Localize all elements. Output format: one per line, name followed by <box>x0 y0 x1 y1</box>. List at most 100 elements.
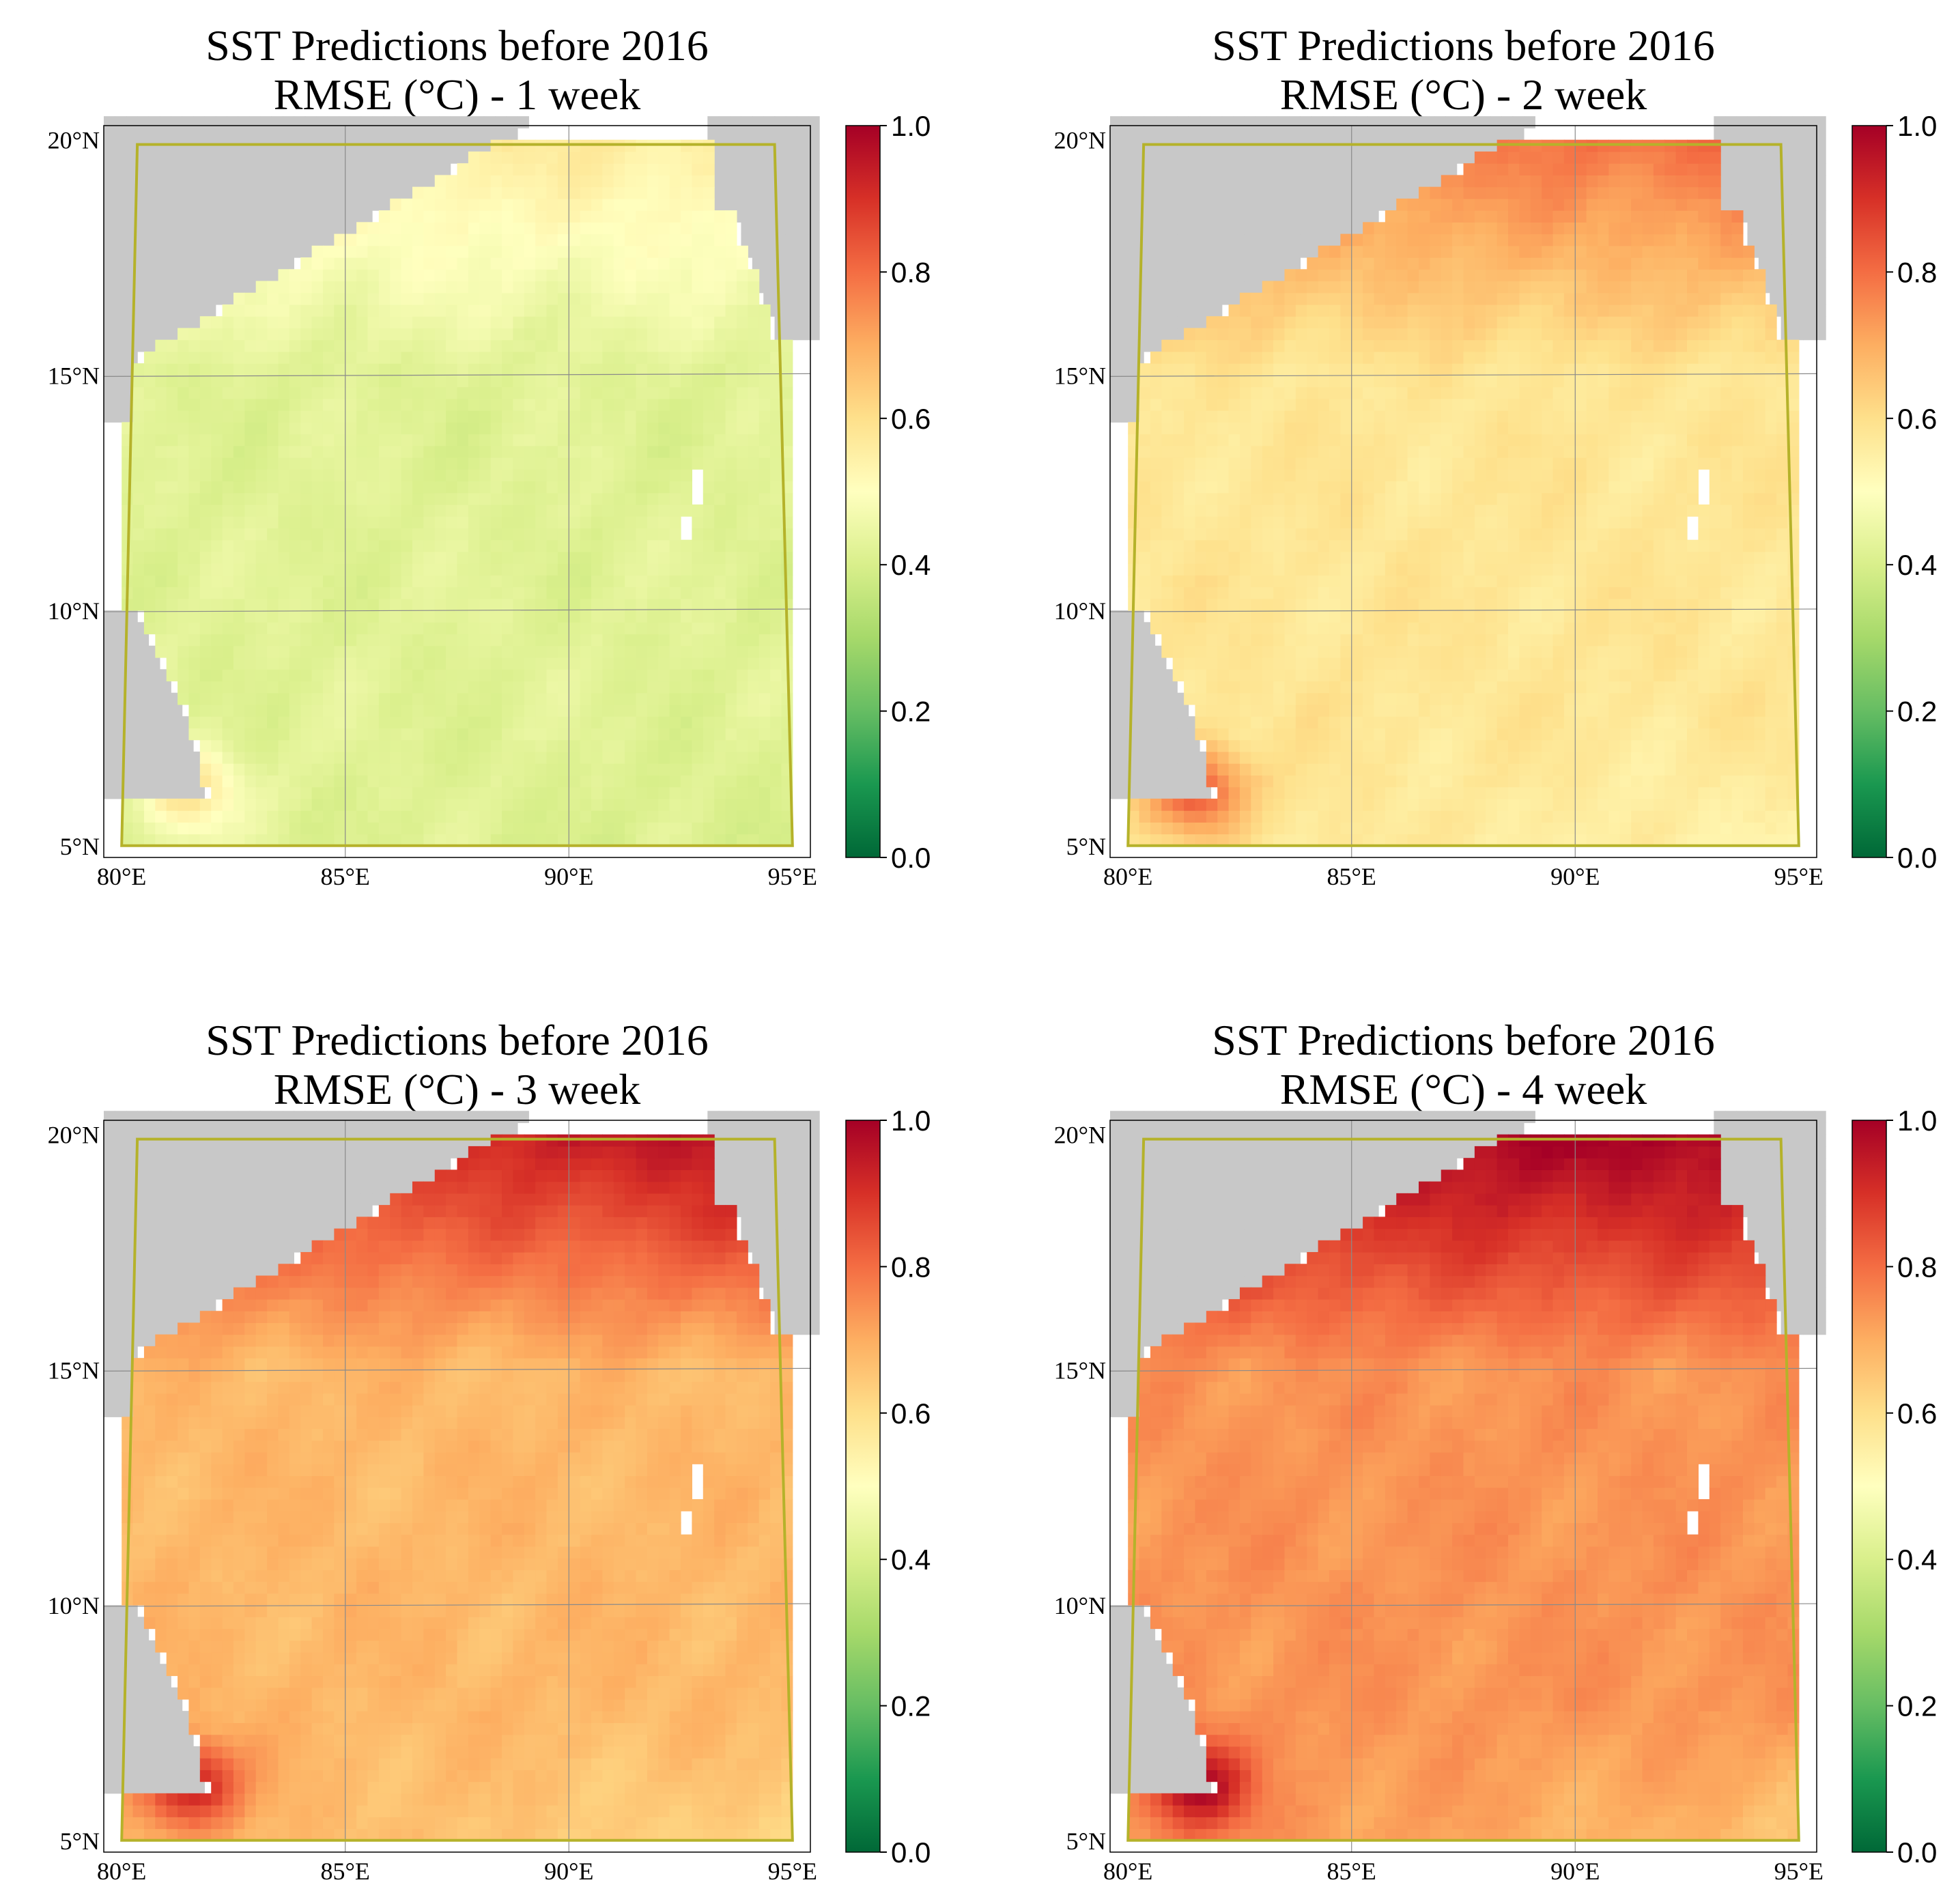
land-cell <box>1255 257 1267 270</box>
land-cell <box>394 139 406 152</box>
heatmap-cell <box>423 186 436 199</box>
land-cell <box>1289 233 1301 246</box>
land-cell <box>741 163 753 175</box>
heatmap-cell <box>613 257 625 270</box>
land-cell <box>1144 786 1156 799</box>
land-cell <box>1400 163 1413 175</box>
heatmap-cell <box>289 716 301 729</box>
heatmap-cell <box>233 422 245 435</box>
land-cell <box>238 186 250 199</box>
heatmap-cell <box>591 163 603 175</box>
heatmap-cell <box>502 504 513 517</box>
heatmap-cell <box>155 386 167 399</box>
heatmap-cell <box>255 622 268 635</box>
heatmap-cell <box>748 457 760 470</box>
heatmap-cell <box>468 245 480 258</box>
heatmap-cell <box>255 551 268 564</box>
heatmap-cell <box>1228 763 1240 776</box>
heatmap-cell <box>267 386 279 399</box>
y-tick-label: 5°N <box>60 833 100 860</box>
land-cell <box>159 281 171 294</box>
heatmap-cell <box>490 410 502 423</box>
land-cell <box>1132 622 1144 635</box>
land-cell <box>1244 163 1256 175</box>
heatmap-cell <box>557 834 569 847</box>
heatmap-cell <box>199 681 212 694</box>
land-cell <box>450 128 462 141</box>
heatmap-cell <box>446 481 458 494</box>
land-cell <box>774 186 786 199</box>
heatmap-cell <box>535 763 548 776</box>
heatmap-cell <box>602 586 614 599</box>
heatmap-cell <box>434 728 446 741</box>
heatmap-cell <box>669 681 681 694</box>
heatmap-cell <box>1329 786 1341 799</box>
heatmap-cell <box>681 692 693 705</box>
heatmap-cell <box>703 469 715 482</box>
land-cell <box>1400 128 1413 141</box>
heatmap-cell <box>569 233 581 246</box>
heatmap-cell <box>322 245 335 258</box>
heatmap-cell <box>502 563 513 576</box>
heatmap-cell <box>311 834 324 847</box>
heatmap-cell <box>524 551 536 564</box>
heatmap-cell <box>132 575 145 588</box>
land-cell <box>718 116 731 129</box>
heatmap-cell <box>244 786 257 799</box>
heatmap-cell <box>625 763 637 776</box>
heatmap-cell <box>557 328 569 341</box>
heatmap-cell <box>703 422 715 435</box>
heatmap-cell <box>345 375 357 388</box>
heatmap-cell <box>412 834 424 847</box>
land-cell <box>808 281 820 294</box>
heatmap-cell <box>714 304 726 317</box>
heatmap-cell <box>770 716 782 729</box>
heatmap-cell <box>681 363 693 375</box>
heatmap-cell <box>625 751 637 764</box>
heatmap-cell <box>513 410 525 423</box>
heatmap-cell <box>311 704 324 717</box>
heatmap-cell <box>222 669 234 682</box>
heatmap-cell <box>636 151 648 164</box>
heatmap-cell <box>580 363 592 375</box>
heatmap-cell <box>703 716 715 729</box>
colorbar-tick-label: 0.8 <box>891 256 931 288</box>
heatmap-cell <box>490 304 502 317</box>
land-cell <box>115 657 127 670</box>
heatmap-cell <box>647 292 659 305</box>
heatmap-cell <box>557 457 569 470</box>
heatmap-cell <box>758 634 771 646</box>
land-cell <box>1289 198 1301 211</box>
heatmap-cell <box>1463 775 1475 788</box>
heatmap-cell <box>300 739 313 752</box>
land-cell <box>148 316 160 329</box>
heatmap-cell <box>132 492 145 505</box>
heatmap-cell <box>669 598 681 611</box>
heatmap-cell <box>725 351 737 364</box>
heatmap-cell <box>143 798 156 811</box>
heatmap-cell <box>267 316 279 329</box>
land-cell <box>137 728 150 741</box>
land-cell <box>182 198 194 211</box>
land-cell <box>1803 304 1815 317</box>
heatmap-cell <box>758 516 771 529</box>
heatmap-cell <box>178 504 190 517</box>
heatmap-cell <box>255 422 268 435</box>
heatmap-cell <box>300 516 313 529</box>
heatmap-cell <box>311 810 324 823</box>
heatmap-cell <box>1284 763 1296 776</box>
heatmap-cell <box>647 469 659 482</box>
land-cell <box>1132 739 1144 752</box>
heatmap-cell <box>446 775 458 788</box>
heatmap-cell <box>334 704 346 717</box>
heatmap-cell <box>602 492 614 505</box>
heatmap-cell <box>535 363 548 375</box>
heatmap-cell <box>725 622 737 635</box>
heatmap-cell <box>345 386 357 399</box>
land-cell <box>1154 186 1167 199</box>
heatmap-cell <box>569 716 581 729</box>
land-cell <box>1758 198 1770 211</box>
heatmap-cell <box>1664 810 1677 823</box>
heatmap-cell <box>278 398 290 411</box>
heatmap-cell <box>569 786 581 799</box>
